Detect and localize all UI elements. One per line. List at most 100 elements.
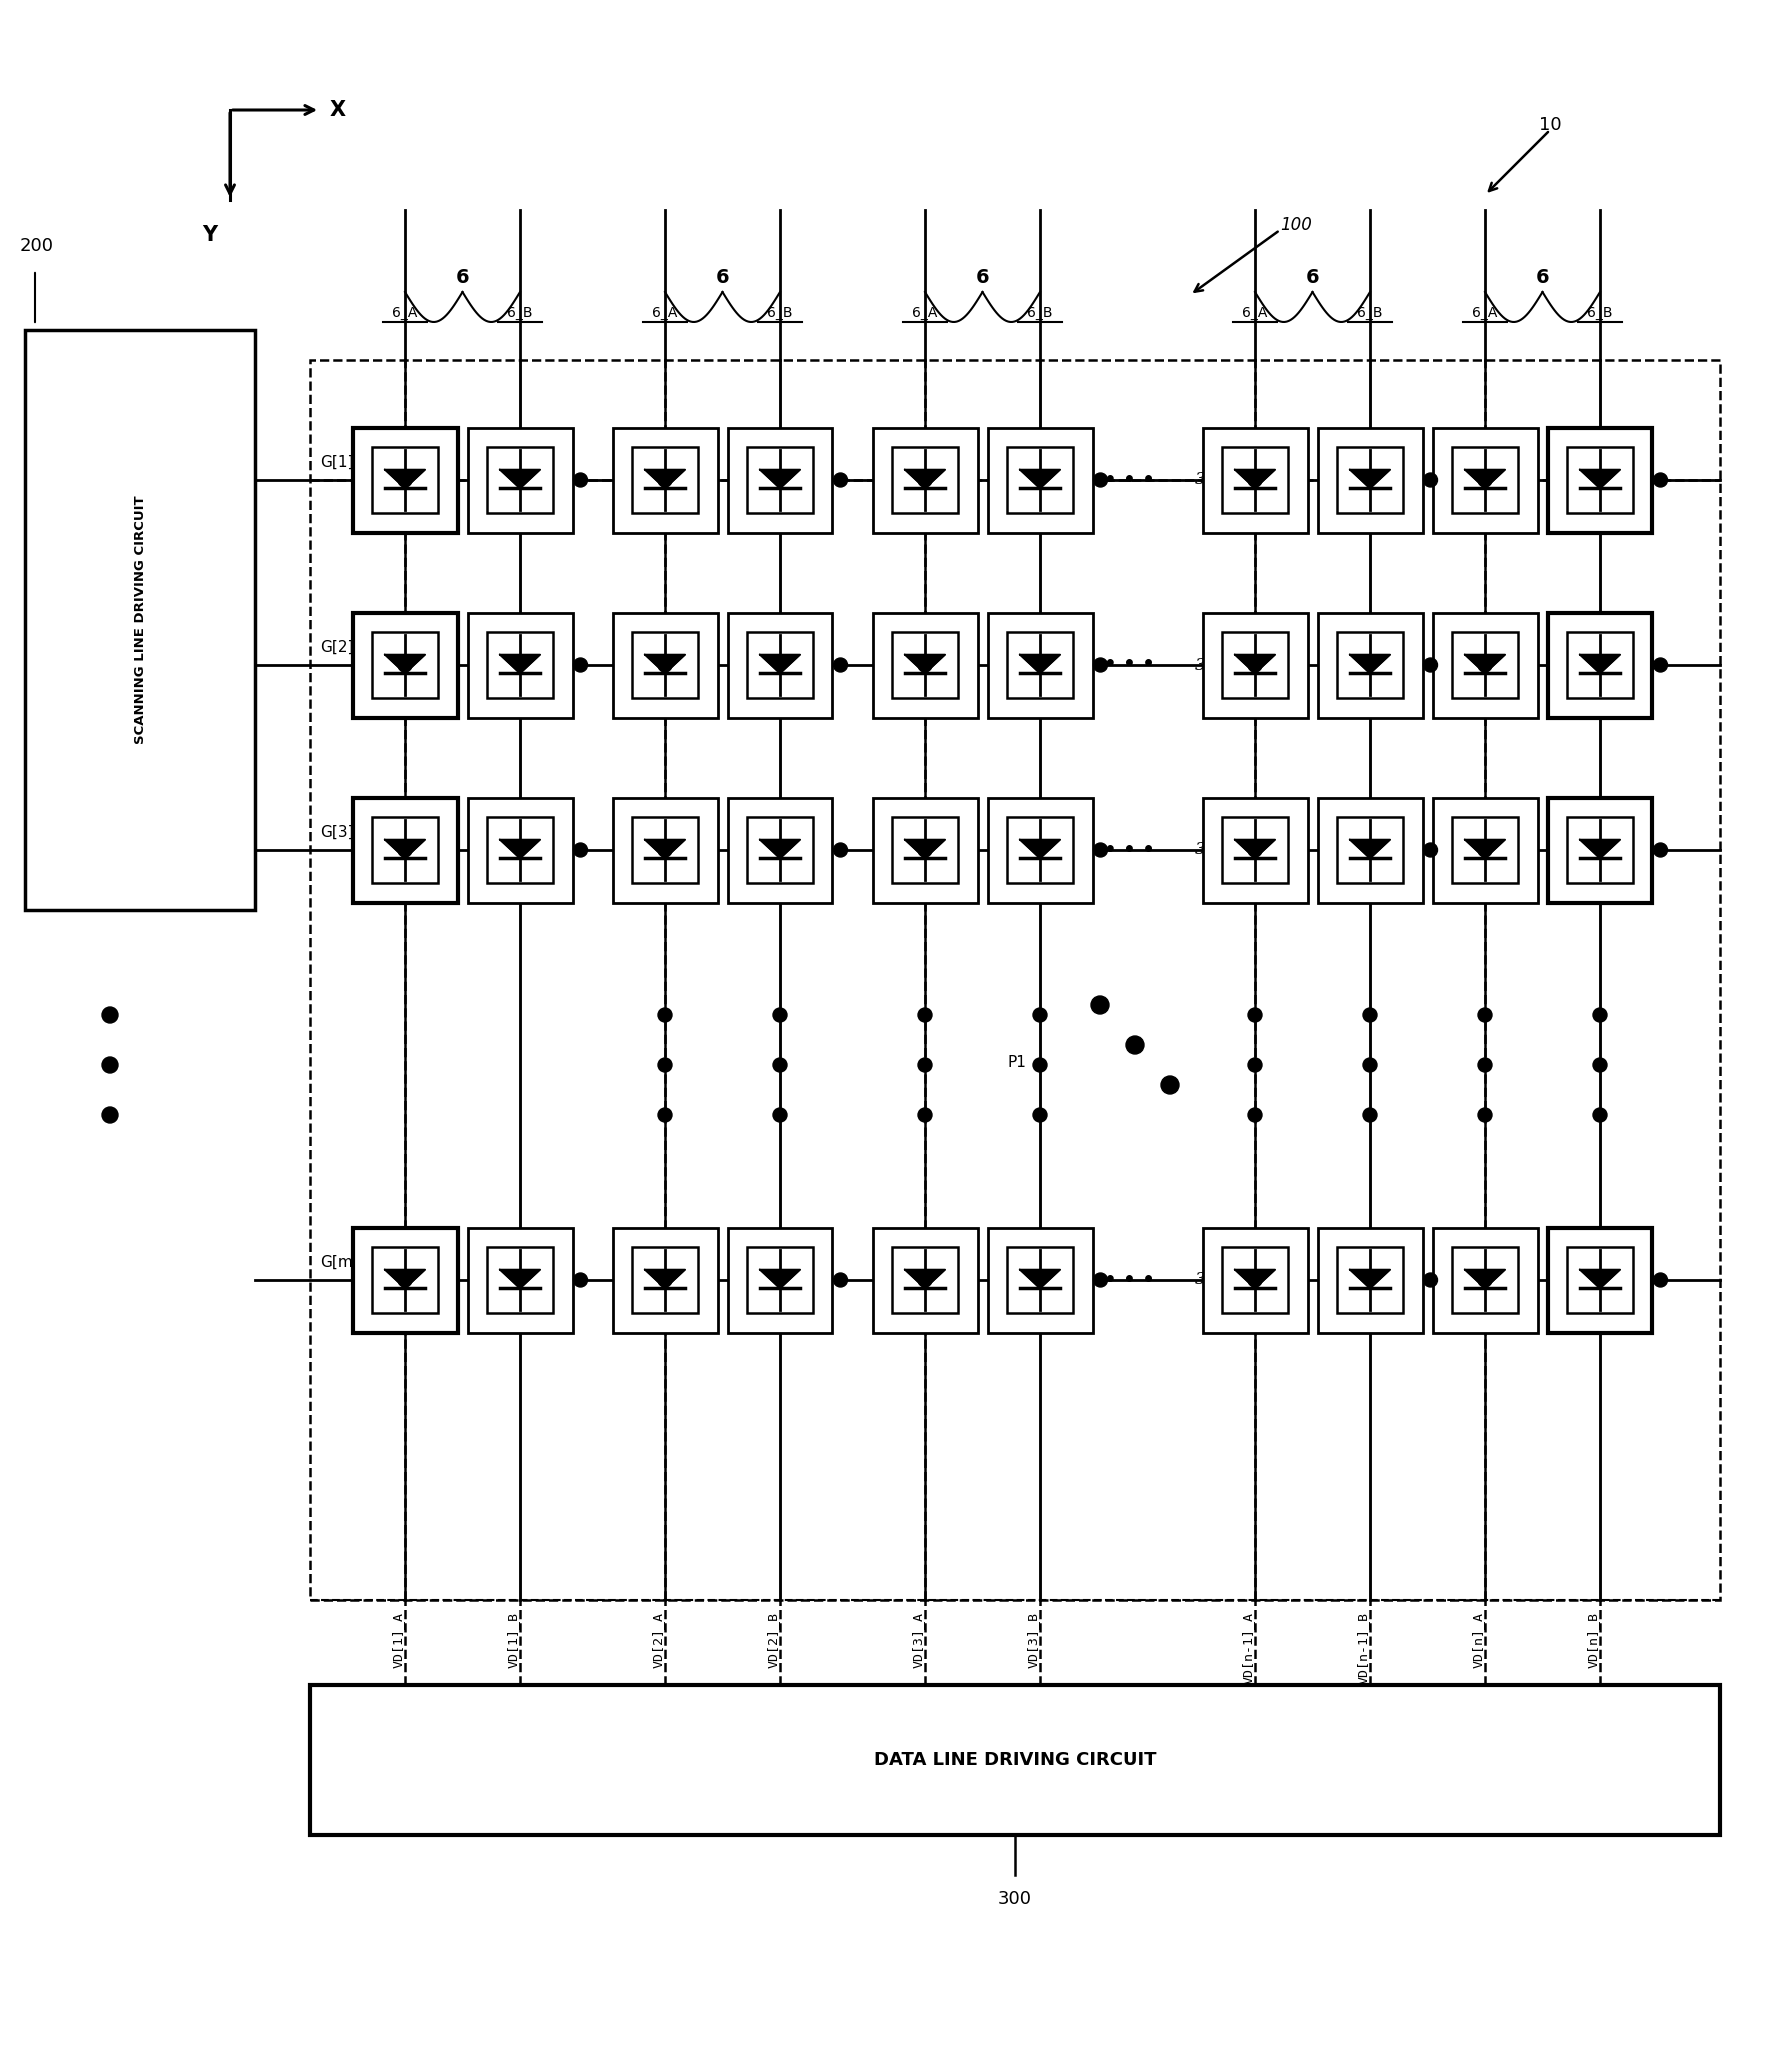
Text: 3: 3 xyxy=(1195,1271,1206,1288)
FancyBboxPatch shape xyxy=(468,612,572,717)
Polygon shape xyxy=(1464,655,1505,674)
Polygon shape xyxy=(645,655,685,674)
Circle shape xyxy=(102,1106,118,1123)
Text: VD[1]_B: VD[1]_B xyxy=(507,1613,520,1669)
FancyBboxPatch shape xyxy=(487,632,552,698)
FancyBboxPatch shape xyxy=(1432,428,1538,531)
Text: • • • •: • • • • xyxy=(1086,840,1154,859)
Circle shape xyxy=(1478,1059,1493,1071)
Text: DATA LINE DRIVING CIRCUIT: DATA LINE DRIVING CIRCUIT xyxy=(874,1751,1156,1770)
FancyBboxPatch shape xyxy=(1337,447,1403,513)
Circle shape xyxy=(1423,1273,1437,1288)
Text: 6_A: 6_A xyxy=(1473,307,1498,319)
Polygon shape xyxy=(1235,840,1276,859)
Circle shape xyxy=(918,657,932,672)
FancyBboxPatch shape xyxy=(1337,818,1403,882)
FancyBboxPatch shape xyxy=(373,632,437,698)
Polygon shape xyxy=(645,470,685,488)
Text: Y: Y xyxy=(202,225,217,245)
FancyBboxPatch shape xyxy=(1007,447,1073,513)
Circle shape xyxy=(1423,474,1437,486)
Polygon shape xyxy=(645,1269,685,1288)
FancyBboxPatch shape xyxy=(468,1228,572,1333)
Text: G[m]: G[m] xyxy=(321,1255,358,1271)
Circle shape xyxy=(1364,1007,1376,1022)
Circle shape xyxy=(573,657,588,672)
Circle shape xyxy=(1247,474,1262,486)
Circle shape xyxy=(1093,657,1107,672)
FancyBboxPatch shape xyxy=(1568,818,1633,882)
FancyBboxPatch shape xyxy=(310,1685,1720,1835)
Circle shape xyxy=(1654,843,1668,857)
FancyBboxPatch shape xyxy=(987,428,1093,531)
Text: P1: P1 xyxy=(1007,1300,1027,1314)
FancyBboxPatch shape xyxy=(1548,797,1652,902)
Polygon shape xyxy=(500,840,539,859)
Text: X: X xyxy=(330,101,346,119)
Text: 6_A: 6_A xyxy=(912,307,937,319)
FancyBboxPatch shape xyxy=(892,632,957,698)
Polygon shape xyxy=(905,470,944,488)
Polygon shape xyxy=(1581,470,1620,488)
Text: VD[n]_B: VD[n]_B xyxy=(1588,1613,1600,1669)
Polygon shape xyxy=(385,1269,425,1288)
Circle shape xyxy=(1093,474,1107,486)
Text: VD[3]_A: VD[3]_A xyxy=(912,1613,925,1669)
Text: 6: 6 xyxy=(1536,268,1550,286)
FancyBboxPatch shape xyxy=(728,797,833,902)
Text: 6_A: 6_A xyxy=(392,307,418,319)
Text: VD[2]_A: VD[2]_A xyxy=(652,1613,665,1669)
Circle shape xyxy=(398,657,412,672)
FancyBboxPatch shape xyxy=(353,1228,457,1333)
Circle shape xyxy=(1247,1108,1262,1123)
Circle shape xyxy=(1364,1108,1376,1123)
Text: SCANNING LINE DRIVING CIRCUIT: SCANNING LINE DRIVING CIRCUIT xyxy=(133,496,147,744)
FancyBboxPatch shape xyxy=(1548,612,1652,717)
Circle shape xyxy=(833,657,848,672)
Polygon shape xyxy=(1235,655,1276,674)
Text: 6_A: 6_A xyxy=(652,307,677,319)
Circle shape xyxy=(1032,1108,1047,1123)
FancyBboxPatch shape xyxy=(353,612,457,717)
FancyBboxPatch shape xyxy=(728,1228,833,1333)
FancyBboxPatch shape xyxy=(873,428,977,531)
Text: 6: 6 xyxy=(455,268,470,286)
Circle shape xyxy=(1478,474,1493,486)
FancyBboxPatch shape xyxy=(1432,612,1538,717)
Circle shape xyxy=(1423,657,1437,672)
FancyBboxPatch shape xyxy=(633,447,697,513)
FancyBboxPatch shape xyxy=(1568,447,1633,513)
FancyBboxPatch shape xyxy=(1432,1228,1538,1333)
FancyBboxPatch shape xyxy=(1222,1248,1287,1312)
FancyBboxPatch shape xyxy=(633,818,697,882)
Text: 6_B: 6_B xyxy=(507,307,532,319)
FancyBboxPatch shape xyxy=(1453,447,1518,513)
Polygon shape xyxy=(1020,470,1061,488)
Polygon shape xyxy=(385,840,425,859)
FancyBboxPatch shape xyxy=(747,1248,812,1312)
FancyBboxPatch shape xyxy=(892,1248,957,1312)
Circle shape xyxy=(1593,1059,1607,1071)
FancyBboxPatch shape xyxy=(747,447,812,513)
Polygon shape xyxy=(905,1269,944,1288)
FancyBboxPatch shape xyxy=(310,360,1720,1601)
FancyBboxPatch shape xyxy=(1337,632,1403,698)
Circle shape xyxy=(1654,657,1668,672)
Circle shape xyxy=(918,1108,932,1123)
FancyBboxPatch shape xyxy=(1007,1248,1073,1312)
FancyBboxPatch shape xyxy=(873,1228,977,1333)
FancyBboxPatch shape xyxy=(873,797,977,902)
Text: 6: 6 xyxy=(1306,268,1319,286)
FancyBboxPatch shape xyxy=(1432,797,1538,902)
Circle shape xyxy=(398,474,412,486)
Text: G[2]: G[2] xyxy=(321,641,353,655)
Circle shape xyxy=(658,474,672,486)
Text: 6_B: 6_B xyxy=(1027,307,1052,319)
Polygon shape xyxy=(1020,840,1061,859)
Text: 6_A: 6_A xyxy=(1242,307,1267,319)
FancyBboxPatch shape xyxy=(1548,1228,1652,1333)
Polygon shape xyxy=(905,655,944,674)
Circle shape xyxy=(658,1007,672,1022)
Text: 6_B: 6_B xyxy=(1588,307,1613,319)
Circle shape xyxy=(833,843,848,857)
